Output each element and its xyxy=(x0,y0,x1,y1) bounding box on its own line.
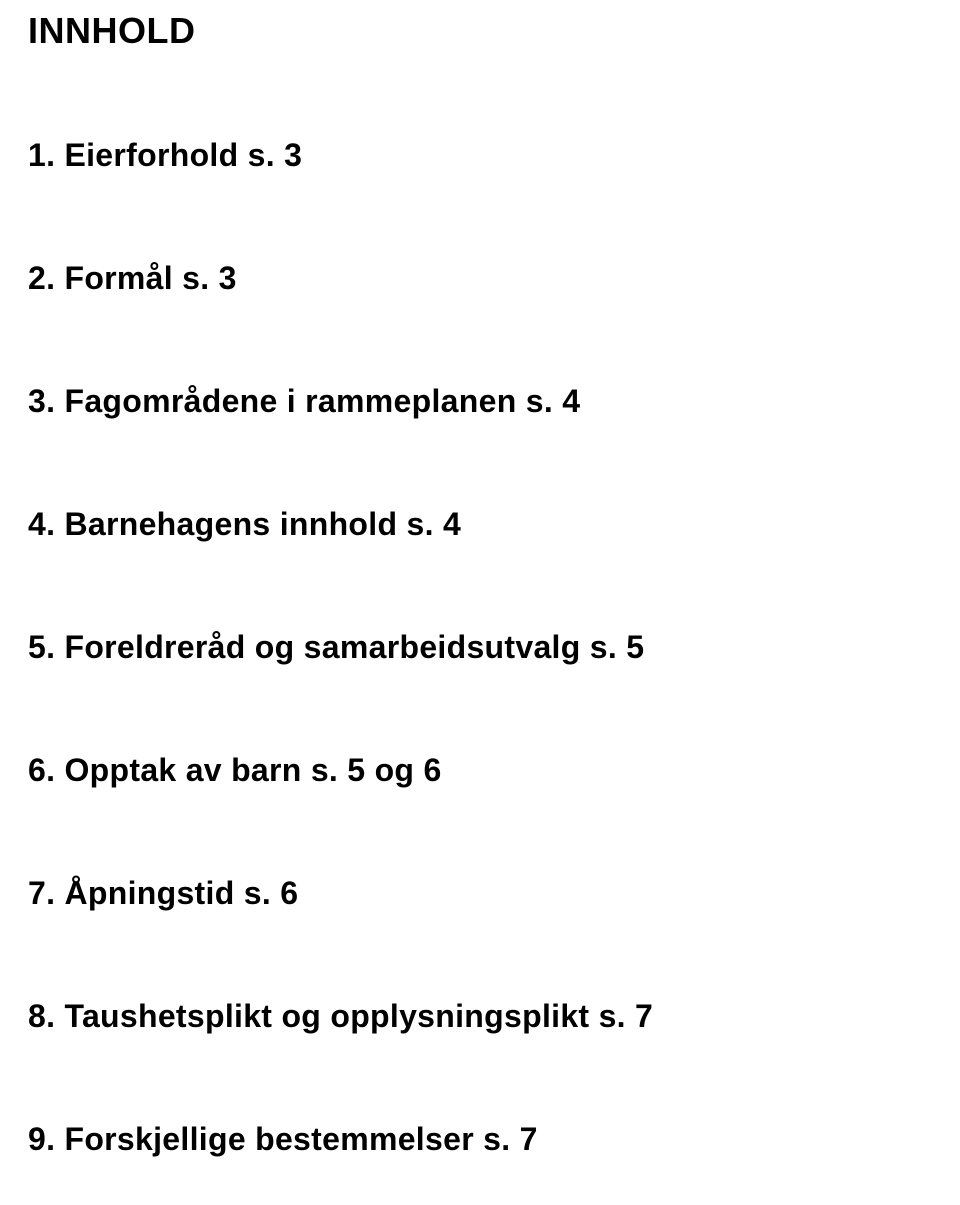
toc-item: 9. Forskjellige bestemmelser s. 7 xyxy=(28,1121,932,1158)
page-title: INNHOLD xyxy=(28,10,932,52)
toc-item: 8. Taushetsplikt og opplysningsplikt s. … xyxy=(28,998,932,1035)
toc-item: 4. Barnehagens innhold s. 4 xyxy=(28,506,932,543)
toc-item: 7. Åpningstid s. 6 xyxy=(28,875,932,912)
toc-item: 1. Eierforhold s. 3 xyxy=(28,137,932,174)
toc-item: 6. Opptak av barn s. 5 og 6 xyxy=(28,752,932,789)
toc-item: 2. Formål s. 3 xyxy=(28,260,932,297)
toc-item: 3. Fagområdene i rammeplanen s. 4 xyxy=(28,383,932,420)
document-page: INNHOLD 1. Eierforhold s. 3 2. Formål s.… xyxy=(0,0,960,1205)
toc-item: 5. Foreldreråd og samarbeidsutvalg s. 5 xyxy=(28,629,932,666)
